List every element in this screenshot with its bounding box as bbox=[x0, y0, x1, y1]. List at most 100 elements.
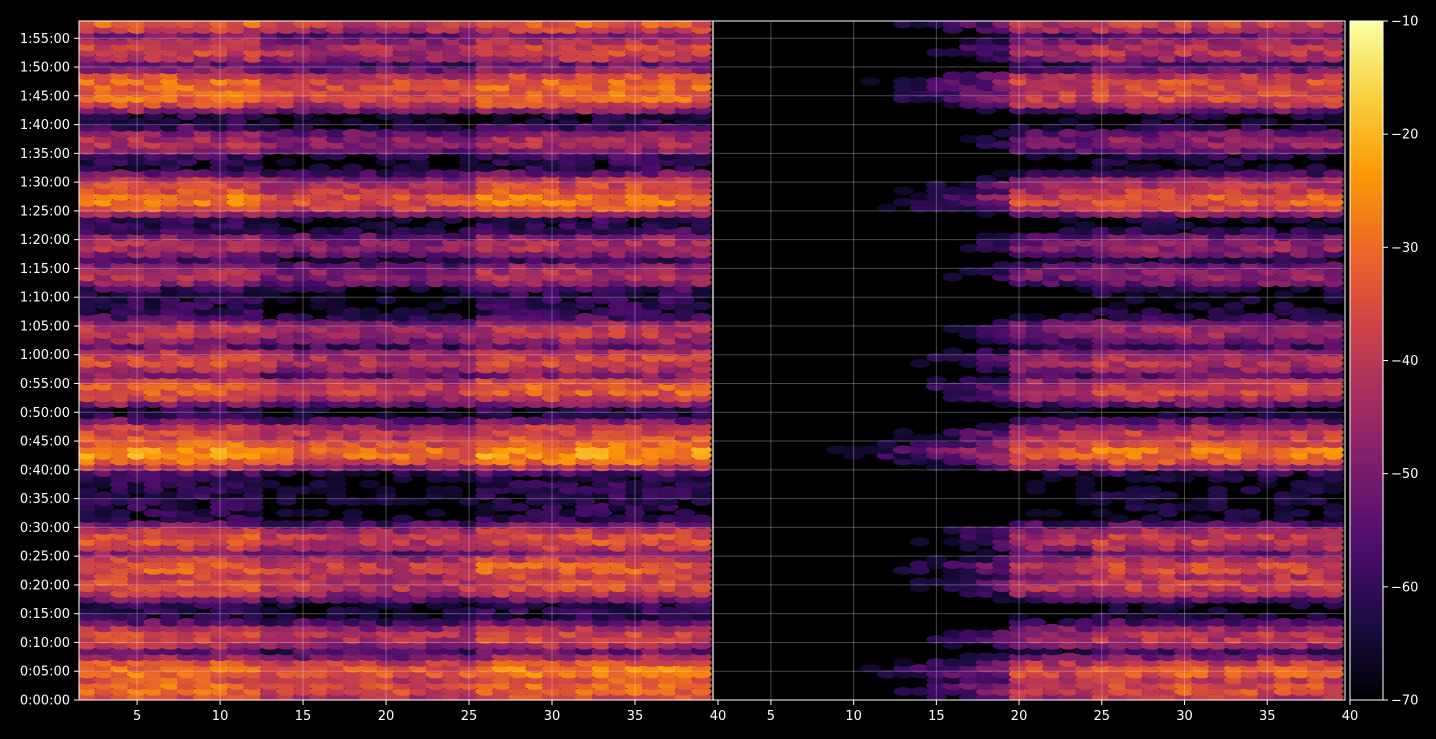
heat-cell bbox=[458, 520, 480, 529]
heat-cell bbox=[342, 226, 364, 236]
heat-cell bbox=[143, 520, 164, 529]
heat-cell bbox=[259, 618, 281, 627]
heat-cell bbox=[1190, 514, 1212, 523]
heat-cell bbox=[126, 497, 148, 506]
heat-cell bbox=[624, 479, 646, 489]
heat-cell bbox=[508, 514, 530, 523]
heat-cell bbox=[292, 520, 314, 529]
heat-cell bbox=[1323, 618, 1344, 627]
heat-cell bbox=[1025, 618, 1046, 627]
heat-cell bbox=[408, 416, 430, 426]
heat-cell bbox=[226, 514, 247, 523]
heat-cell bbox=[525, 508, 546, 518]
heat-cell bbox=[408, 520, 430, 529]
heat-cell bbox=[408, 497, 430, 506]
heat-cell bbox=[1108, 514, 1129, 523]
heat-cell bbox=[276, 612, 297, 621]
heat-cell bbox=[193, 612, 214, 621]
heat-cell bbox=[475, 163, 496, 172]
heat-cell bbox=[342, 606, 364, 616]
heat-cell bbox=[508, 502, 530, 512]
heat-cell bbox=[309, 618, 331, 627]
heat-cell bbox=[691, 169, 712, 178]
heat-cell bbox=[309, 520, 331, 529]
heat-cell bbox=[608, 514, 629, 523]
heat-cell bbox=[309, 508, 331, 518]
heat-cell bbox=[292, 618, 314, 627]
heat-cell bbox=[276, 508, 297, 518]
heat-cell bbox=[259, 606, 281, 616]
heat-cell bbox=[458, 416, 480, 426]
heat-cell bbox=[259, 416, 281, 426]
heat-cell bbox=[425, 416, 447, 426]
heat-cell bbox=[508, 416, 530, 426]
heat-cell bbox=[525, 416, 546, 426]
heat-cell bbox=[226, 497, 247, 506]
heat-cell bbox=[691, 301, 712, 311]
heat-cell bbox=[342, 416, 364, 426]
heat-cell bbox=[276, 416, 297, 426]
heat-cell bbox=[342, 618, 364, 627]
heat-cell bbox=[359, 416, 380, 426]
heat-cell bbox=[425, 301, 447, 311]
heat-cell bbox=[176, 618, 198, 627]
heat-cell bbox=[326, 520, 347, 529]
heat-cell bbox=[442, 313, 463, 322]
heat-cell bbox=[541, 410, 563, 420]
heat-cell bbox=[143, 618, 164, 627]
heat-cell bbox=[359, 479, 380, 489]
heat-cell bbox=[525, 479, 546, 489]
heat-cell bbox=[375, 520, 397, 529]
heat-cell bbox=[276, 520, 297, 529]
heat-cell bbox=[408, 612, 430, 621]
heat-cell bbox=[508, 618, 530, 627]
heat-cell bbox=[508, 479, 530, 489]
heat-cell bbox=[392, 514, 413, 523]
heat-cell bbox=[458, 606, 480, 616]
heat-cell bbox=[691, 313, 712, 322]
heat-cell bbox=[442, 485, 463, 495]
heat-cell bbox=[326, 416, 347, 426]
heat-cell bbox=[525, 618, 546, 627]
heat-cell bbox=[1240, 508, 1261, 518]
heat-cell bbox=[93, 491, 115, 501]
heat-cell bbox=[193, 485, 214, 495]
heat-cell bbox=[1207, 485, 1228, 495]
heat-cell bbox=[342, 497, 364, 506]
heat-cell bbox=[359, 307, 380, 316]
heat-cell bbox=[309, 479, 331, 489]
heat-cell bbox=[342, 508, 364, 518]
heat-cell bbox=[591, 502, 613, 512]
heat-cell bbox=[491, 497, 513, 506]
heat-cell bbox=[1323, 502, 1344, 512]
heat-cell bbox=[259, 479, 281, 489]
heat-cell bbox=[193, 508, 214, 518]
heat-cell bbox=[425, 618, 447, 627]
heat-cell bbox=[375, 618, 397, 627]
heat-cell bbox=[326, 606, 347, 616]
heat-cell bbox=[491, 514, 513, 523]
heat-cell bbox=[375, 410, 397, 420]
heat-cell bbox=[276, 157, 297, 167]
heat-cell bbox=[292, 508, 314, 518]
heat-cell bbox=[641, 514, 662, 523]
heat-cell bbox=[209, 520, 231, 529]
heat-cell bbox=[110, 416, 131, 426]
heat-cell bbox=[541, 606, 563, 616]
heat-cell bbox=[608, 410, 629, 420]
heat-cell bbox=[1240, 485, 1261, 495]
left-panel-cells bbox=[79, 21, 712, 700]
heat-cell bbox=[458, 497, 480, 506]
heat-cell bbox=[160, 491, 181, 501]
heat-cell bbox=[392, 416, 413, 426]
heat-cell bbox=[475, 502, 496, 512]
heat-cell bbox=[276, 226, 297, 236]
heat-cell bbox=[691, 514, 712, 523]
heat-cell bbox=[1025, 479, 1046, 489]
heat-cell bbox=[309, 416, 331, 426]
heat-cell bbox=[909, 537, 931, 547]
heat-cell bbox=[226, 618, 247, 627]
heat-cell bbox=[491, 612, 513, 621]
